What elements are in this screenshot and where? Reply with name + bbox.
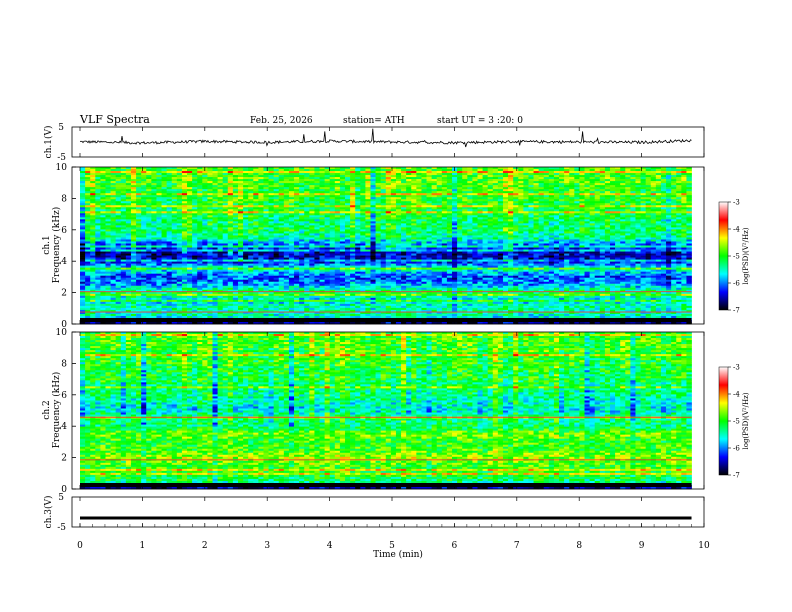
colorbar-1-tick-label: -6 [733,280,740,288]
start-ut-label: start UT = 3 :20: 0 [437,116,523,126]
spec2-ytick-label: 4 [61,422,67,432]
colorbar-1-gradient [718,201,729,311]
spec1-ytick-label: 8 [61,194,67,204]
spec2-ytick-label: 0 [61,485,67,495]
ch1-colorbar: -3 -4 -5 -6 -7 log(PSD)(V²/Hz) [718,199,750,315]
x-tick-label: 10 [698,541,710,551]
colorbar-2-gradient [718,366,729,476]
colorbar-1-tick-label: -5 [733,253,740,261]
ch2-spectrogram-frame [71,331,705,490]
x-tick-label: 1 [140,541,146,551]
ch3-ytick-bottom: -5 [57,523,66,533]
x-tick-label: 7 [514,541,520,551]
ch3-waveform-panel: 5 -5 ch.3(V) [43,493,705,533]
spec2-ytick-label: 2 [61,454,67,464]
x-tick-label: 6 [452,541,458,551]
ch1-waveform-frame [71,126,705,158]
x-tick-label: 5 [389,541,395,551]
figure-title: VLF Spectra [79,113,150,126]
ch3-ytick-top: 5 [58,493,64,503]
station-label: station= ATH [343,116,405,126]
ch2-colorbar: -3 -4 -5 -6 -7 log(PSD)(V²/Hz) [718,364,750,480]
spec1-ytick-label: 6 [61,226,67,236]
x-tick-label: 4 [327,541,333,551]
ch3-ylabel: ch.3(V) [43,496,54,529]
ch2-spectrogram-ylabel-channel: ch.2 [42,400,52,419]
spec2-ytick-label: 6 [61,391,67,401]
colorbar-1-label: log(PSD)(V²/Hz) [742,227,750,284]
colorbar-2-tick-label: -4 [733,391,740,399]
ch1-spectrogram-ylabel-channel: ch.1 [42,235,52,254]
colorbar-2-tick-label: -5 [733,418,740,426]
colorbar-1-tick-label: -3 [733,199,740,207]
x-axis: 0 1 2 3 4 5 6 7 8 9 10 [77,127,710,551]
spec2-ytick-label: 10 [56,328,68,338]
spec2-ytick-label: 8 [61,359,67,369]
colorbar-1-tick-label: -4 [733,226,740,234]
x-tick-label: 0 [77,541,83,551]
ch1-ylabel: ch.1(V) [43,126,54,159]
colorbar-2-tick-label: -6 [733,445,740,453]
ch2-spectrogram-panel: 10 8 6 4 2 0 ch.2 Frequency (kHz) [42,328,705,495]
ch1-ytick-top: 5 [58,123,64,133]
spec1-ytick-label: 0 [61,320,67,330]
colorbar-2-label: log(PSD)(V²/Hz) [742,392,750,449]
spec1-ytick-label: 10 [56,163,68,173]
spec1-ytick-label: 4 [61,257,67,267]
x-tick-label: 8 [576,541,582,551]
colorbar-1-tick-label: -7 [733,307,740,315]
ch1-waveform-line [79,128,692,148]
ch2-spectrogram-ylabel-freq: Frequency (kHz) [51,372,62,449]
colorbar-2-tick-label: -3 [733,364,740,372]
x-axis-label: Time (min) [373,549,423,560]
x-tick-label: 9 [639,541,645,551]
spec1-ytick-label: 2 [61,289,67,299]
ch1-spectrogram-panel: 10 8 6 4 2 0 ch.1 Frequency (kHz) [42,163,705,330]
ch1-waveform-panel: 5 -5 ch.1(V) [43,123,705,163]
x-tick-label: 3 [264,541,270,551]
x-tick-label: 2 [202,541,208,551]
ch1-ytick-bottom: -5 [57,153,66,163]
ch1-spectrogram-ylabel-freq: Frequency (kHz) [51,207,62,284]
ch1-spectrogram-frame [71,166,705,325]
ch3-waveform-frame [71,496,705,528]
colorbar-2-tick-label: -7 [733,472,740,480]
date-label: Feb. 25, 2026 [250,116,313,126]
ch1-spectrogram-image [80,167,692,325]
ch2-spectrogram-image [80,332,692,490]
